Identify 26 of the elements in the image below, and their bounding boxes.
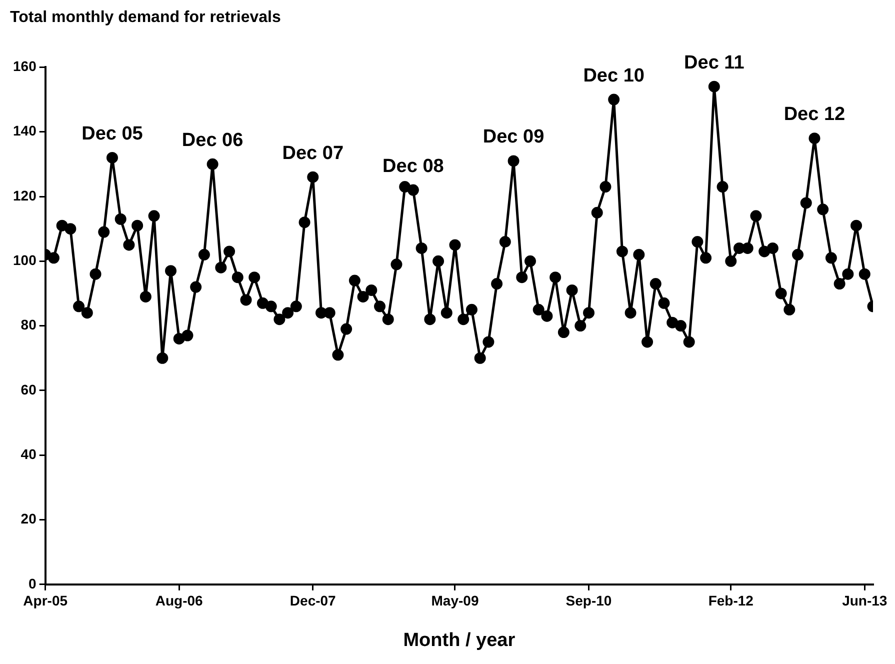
y-tick-label: 60 (20, 381, 37, 398)
annotation: Dec 11 (684, 52, 745, 74)
x-tick-label: Sep-10 (566, 592, 612, 609)
annotation: Dec 12 (784, 104, 846, 126)
annotation: Dec 07 (282, 142, 344, 164)
annotation: Dec 06 (182, 130, 244, 151)
y-tick-label: 80 (20, 316, 37, 333)
y-tick-label: 100 (13, 252, 37, 268)
annotation: Dec 10 (583, 65, 644, 86)
y-tick-label: 140 (13, 122, 37, 139)
x-tick-label: Feb-12 (708, 592, 754, 609)
y-tick-label: 20 (20, 510, 37, 527)
y-tick-label: 120 (13, 187, 37, 204)
x-tick-label: May-09 (431, 592, 479, 609)
annotation: Dec 05 (82, 123, 144, 144)
x-tick-label: Aug-06 (155, 592, 204, 609)
x-tick-label: Jun-13 (842, 592, 888, 609)
x-axis-title: Month / year (403, 630, 516, 651)
chart-title: Total monthly demand for retrievals (10, 9, 281, 26)
y-tick-label: 40 (20, 446, 37, 462)
annotation: Dec 08 (382, 156, 444, 177)
x-tick-label: Dec-07 (290, 592, 336, 609)
annotation: Dec 09 (482, 126, 544, 148)
y-tick-label: 0 (28, 575, 37, 592)
x-tick-label: Apr-05 (23, 592, 68, 609)
y-tick-label: 160 (13, 58, 37, 74)
